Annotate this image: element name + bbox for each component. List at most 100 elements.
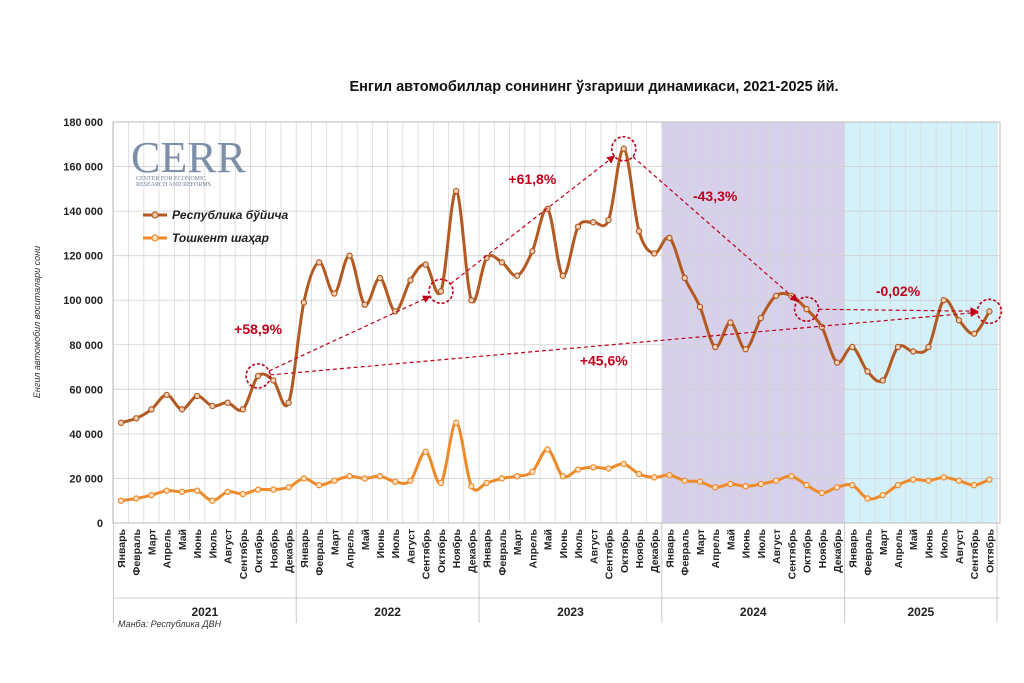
series-1-point: [864, 495, 871, 502]
x-tick-label: Июль: [207, 528, 219, 558]
series-1-point: [178, 488, 186, 496]
axes: 0 20 000 40 000 60 000 80 000 100 000 120 000 1…: [63, 117, 1000, 623]
series-1-point: [970, 481, 978, 489]
series-0-point: [513, 272, 521, 279]
x-tick-label: Май: [725, 529, 737, 550]
series-0-point: [711, 343, 719, 351]
series-1-point: [270, 486, 277, 493]
x-tick-label: Октябрь: [984, 528, 996, 573]
series-line-1: [120, 421, 990, 503]
trend-label: +61,8%: [508, 171, 556, 187]
series-0-point: [757, 314, 765, 322]
x-tick-label: Февраль: [497, 528, 509, 575]
legend-label-republic: Республика бўйича: [172, 208, 289, 222]
series-1-point: [224, 488, 231, 496]
year-label-2023: 2023: [557, 605, 584, 619]
series-1-point: [696, 478, 704, 485]
x-tick-label: Июнь: [192, 528, 204, 558]
series-1-point: [148, 491, 155, 499]
y-axis-label: Енгил автомобил воситалари сони: [32, 246, 42, 398]
x-tick-label: Ноябрь: [268, 528, 280, 568]
trend-label: +58,9%: [234, 321, 282, 337]
x-tick-label: Апрель: [345, 528, 357, 568]
highlight-circle: [245, 363, 271, 389]
grid: [112, 121, 1001, 524]
series-1-point: [117, 497, 125, 504]
year-label-2022: 2022: [374, 605, 401, 619]
series-0-point: [148, 406, 155, 413]
series-0-point: [955, 317, 963, 324]
series-0-point: [163, 391, 170, 399]
trend-label: +45,6%: [580, 353, 628, 369]
year-label-2021: 2021: [191, 605, 218, 619]
x-tick-label: Декабрь: [832, 528, 844, 572]
x-tick-label: Август: [223, 529, 235, 564]
x-tick-label: Январь: [482, 528, 494, 567]
series-0-point: [818, 323, 826, 331]
legend-marker-republic: [151, 211, 159, 219]
x-tick-label: Март: [695, 529, 707, 555]
series-1-point: [833, 484, 841, 491]
series-0-point: [742, 346, 749, 353]
x-tick-label: Июнь: [923, 528, 935, 558]
trend-arrow: [818, 307, 979, 316]
series-0-point: [361, 301, 368, 308]
series-0-point: [285, 399, 292, 406]
series-1-point: [163, 487, 170, 494]
logo-text: CERR: [131, 133, 247, 182]
series-0-point: [574, 223, 582, 230]
y-tick-label: 80 000: [69, 340, 103, 352]
series-1-point: [590, 464, 597, 471]
chart-title: Енгил автомобиллар сонининг ўзгариши дин…: [349, 79, 838, 95]
x-tick-label: Май: [360, 529, 372, 550]
series-1-point: [209, 497, 216, 504]
series-0-point: [376, 274, 384, 282]
series-1-point: [392, 478, 399, 485]
highlight-circle: [610, 135, 637, 162]
x-tick-label: Февраль: [131, 528, 143, 575]
series-1-point: [498, 475, 506, 482]
x-tick-label: Декабрь: [466, 528, 478, 572]
series-0-point: [193, 392, 201, 400]
series-0-point: [498, 259, 506, 266]
series-0-point: [133, 415, 140, 422]
series-1-point: [513, 473, 521, 480]
series-1-point: [544, 446, 551, 453]
series-1-point: [529, 468, 536, 475]
series-0-point: [559, 272, 567, 279]
series-1-point: [849, 481, 856, 489]
legend-label-tashkent: Тошкент шаҳар: [172, 231, 269, 245]
series-1-point: [620, 460, 627, 468]
x-tick-label: Июль: [939, 528, 951, 558]
series-0-point: [331, 290, 338, 297]
legend: Республика бўйича Тошкент шаҳар: [143, 208, 289, 245]
series-1-point: [437, 479, 445, 487]
series-1-point: [468, 483, 475, 490]
x-tick-label: Март: [329, 529, 341, 555]
x-tick-label: Апрель: [527, 528, 539, 568]
series-1-point: [605, 465, 612, 472]
x-tick-label: Март: [512, 529, 524, 555]
y-tick-label: 20 000: [69, 473, 103, 485]
x-tick-label: Июль: [756, 528, 768, 558]
x-tick-label: Апрель: [162, 528, 174, 568]
series-1-point: [407, 477, 414, 484]
series-0-point: [254, 372, 262, 380]
series-1-point: [452, 419, 460, 426]
series-0-point: [407, 276, 414, 284]
series-1-point: [483, 479, 490, 487]
series: [117, 145, 993, 504]
y-tick-label: 0: [97, 518, 103, 530]
series-0-point: [727, 319, 734, 326]
series-1-point: [940, 474, 947, 481]
x-tick-label: Сентябрь: [238, 528, 250, 579]
x-tick-label: Февраль: [314, 528, 326, 575]
series-0-point: [437, 288, 445, 295]
series-0-point: [910, 348, 917, 355]
cerr-logo: CERR CENTER FOR ECONOMIC RESEARCH AND RE…: [131, 133, 247, 188]
x-tick-label: Июнь: [741, 528, 753, 558]
series-1-point: [651, 474, 658, 481]
series-0-point: [346, 252, 353, 259]
x-tick-label: Январь: [664, 528, 676, 567]
source-note: Манба: Республика ДВН: [118, 619, 222, 629]
